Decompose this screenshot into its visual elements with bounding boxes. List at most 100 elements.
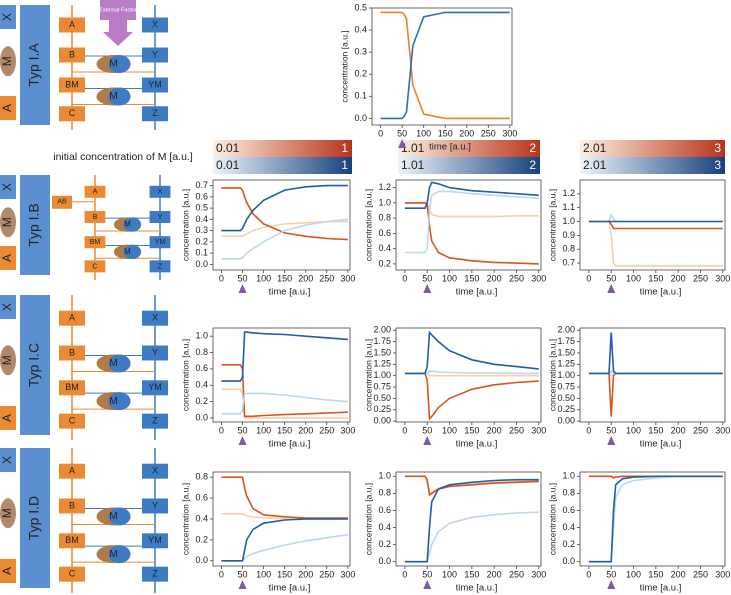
y-tick-label: 0.0: [378, 556, 391, 566]
x-tick-label: 300: [531, 425, 546, 435]
type-bar: [20, 295, 50, 435]
x-axis-label: time [a.u.]: [640, 287, 682, 298]
node-box: [59, 106, 85, 122]
series-line: [221, 392, 348, 415]
y-axis-label: concentration [a.u.]: [339, 30, 349, 102]
colorbar-min: 1.01: [401, 141, 425, 155]
node-box: [59, 47, 85, 63]
y-tick-label: 1.0: [562, 216, 575, 226]
node-label: YM: [155, 237, 166, 246]
node-box: [142, 47, 168, 63]
y-tick-label: 1.2: [562, 188, 575, 198]
y-tick-label: 0.50: [373, 393, 391, 403]
y-tick-label: 0.00: [373, 415, 391, 425]
series-line: [221, 187, 348, 241]
x-tick-label: 250: [509, 425, 524, 435]
type-label: Typ I.D: [26, 496, 42, 540]
x-tick-label: 50: [606, 425, 616, 435]
node-box: [59, 345, 85, 361]
colorbar: [398, 157, 540, 174]
colorbar-min: 0.01: [216, 158, 240, 172]
colorbar-max: 2: [529, 141, 536, 155]
x-tick-label: 250: [319, 425, 334, 435]
x-tick-label: 150: [438, 128, 453, 138]
m-node-half: [108, 55, 131, 73]
series-line: [221, 518, 348, 562]
node-box: [59, 463, 85, 479]
icon-a: [0, 559, 16, 583]
event-marker: [238, 436, 247, 445]
x-tick-label: 100: [626, 425, 641, 435]
series-line: [404, 478, 539, 563]
node-label: C: [69, 108, 76, 118]
node-box: [142, 566, 168, 582]
x-tick-label: 0: [219, 273, 224, 283]
m-label: M: [109, 396, 117, 407]
external-arrow: [103, 20, 133, 46]
y-tick-label: 0.75: [373, 381, 391, 391]
y-tick-label: 1.50: [557, 347, 575, 357]
y-tick-label: 0.0: [195, 259, 208, 269]
colorbar-max: 1: [341, 141, 348, 155]
x-axis-label: time [a.u.]: [456, 287, 498, 298]
icon-label: X: [0, 303, 14, 311]
icon-label: A: [0, 104, 14, 112]
y-tick-label: 1.1: [562, 202, 575, 212]
x-tick-label: 0: [586, 569, 591, 579]
y-axis-label: concentration [a.u.]: [547, 189, 557, 261]
node-box: [142, 106, 168, 122]
node-label: Z: [152, 569, 158, 579]
node-label: C: [69, 416, 76, 426]
y-tick-label: 2.00: [373, 325, 391, 335]
event-marker: [423, 284, 432, 293]
y-tick-label: 0.1: [195, 248, 208, 258]
series-line: [221, 388, 348, 419]
y-tick-label: 0.5: [195, 203, 208, 213]
node-label: X: [158, 187, 163, 196]
node-box: [59, 17, 85, 33]
x-tick-label: 0: [219, 425, 224, 435]
node-label: A: [69, 19, 75, 29]
x-tick-label: 100: [256, 425, 271, 435]
y-tick-label: 0.4: [195, 380, 208, 390]
y-tick-label: 1.0: [378, 197, 391, 207]
x-tick-label: 50: [422, 273, 432, 283]
plot-frame: [371, 7, 513, 126]
x-tick-label: 300: [715, 273, 730, 283]
m-label: M: [109, 549, 117, 560]
node-label: Y: [152, 49, 158, 59]
x-tick-label: 150: [464, 425, 479, 435]
x-tick-label: 200: [671, 569, 686, 579]
type-bar: [20, 175, 50, 275]
x-tick-label: 300: [531, 569, 546, 579]
node-label: Z: [158, 261, 163, 270]
x-tick-label: 200: [671, 273, 686, 283]
node-box: [59, 533, 85, 549]
series-line: [588, 475, 723, 563]
y-tick-label: 2.00: [557, 325, 575, 335]
x-tick-label: 200: [298, 425, 313, 435]
y-tick-label: 1.25: [373, 359, 391, 369]
y-tick-label: 1.50: [373, 347, 391, 357]
x-tick-label: 100: [416, 128, 431, 138]
colorbar-max: 1: [341, 158, 348, 172]
node-box: [59, 310, 85, 326]
colorbar-min: 2.01: [583, 141, 607, 155]
y-tick-label: 0.7: [562, 257, 575, 267]
y-tick-label: 0.3: [195, 225, 208, 235]
x-tick-label: 200: [487, 273, 502, 283]
plot-frame: [579, 471, 726, 567]
x-tick-label: 200: [487, 569, 502, 579]
node-label: B: [69, 500, 75, 510]
y-tick-label: 0.4: [562, 522, 575, 532]
x-tick-label: 150: [277, 569, 292, 579]
x-tick-label: 0: [402, 425, 407, 435]
x-tick-label: 250: [693, 569, 708, 579]
event-marker: [607, 436, 616, 445]
x-tick-label: 300: [715, 569, 730, 579]
m-node-half: [108, 545, 131, 564]
x-tick-label: 150: [464, 569, 479, 579]
event-marker: [423, 580, 432, 589]
m-node-half: [123, 217, 142, 232]
m-node-half: [123, 244, 142, 260]
